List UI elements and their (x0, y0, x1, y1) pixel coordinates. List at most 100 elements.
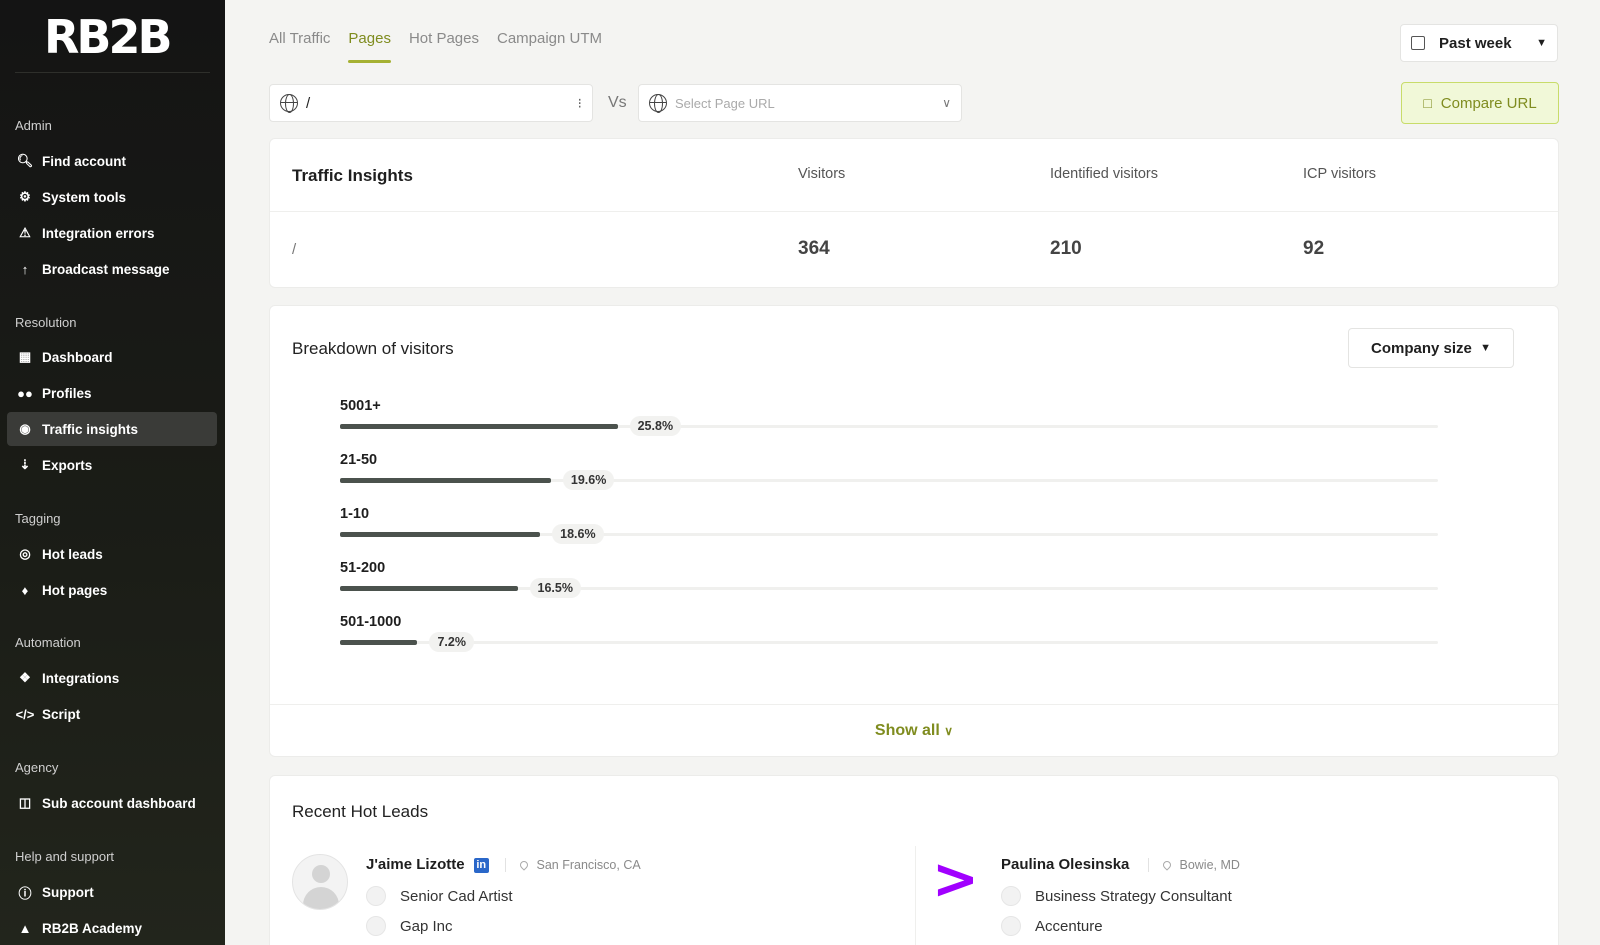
sidebar-item-support[interactable]: ⓘ Support (7, 875, 217, 909)
sidebar-item-integration-errors[interactable]: ⚠ Integration errors (7, 216, 217, 250)
briefcase-icon (366, 886, 386, 906)
tab-all-traffic[interactable]: All Traffic (269, 30, 331, 47)
section-automation: Automation (15, 635, 81, 650)
sidebar-item-label: Broadcast message (42, 261, 170, 277)
avatar-head (312, 865, 330, 883)
building-icon (366, 916, 386, 936)
lead-job-title-text: Business Strategy Consultant (1035, 887, 1232, 905)
globe-icon (280, 94, 298, 113)
sidebar-item-traffic-insights[interactable]: ◉ Traffic insights (7, 412, 217, 446)
chevron-down-icon: ∨ (944, 724, 954, 738)
bar-percent-label: 7.2% (429, 632, 474, 652)
logo-divider (15, 72, 210, 73)
lead-name[interactable]: J'aime Lizotte in (366, 856, 489, 873)
lead-job-title: Senior Cad Artist (366, 886, 513, 906)
code-icon: </> (15, 706, 35, 722)
vs-label: Vs (608, 94, 627, 111)
section-help-and-support: Help and support (15, 849, 115, 864)
tab-campaign-utm[interactable]: Campaign UTM (497, 30, 603, 47)
date-range-value: Past week (1439, 34, 1512, 52)
traffic-insights-title: Traffic Insights (292, 166, 413, 185)
lead-location-text: Bowie, MD (1179, 858, 1240, 872)
sidebar-item-integrations[interactable]: ❖ Integrations (7, 661, 217, 695)
icp-visitors-header: ICP visitors (1303, 166, 1377, 182)
compare-url-button[interactable]: □ Compare URL (1401, 82, 1559, 124)
flame-icon: ♦ (21, 582, 29, 598)
date-range-select[interactable]: Past week ▼ (1400, 24, 1558, 62)
lead-location-text: San Francisco, CA (536, 858, 641, 872)
sidebar-item-profiles[interactable]: ●● Profiles (7, 376, 217, 410)
brand-logo[interactable]: RB2B (44, 10, 173, 64)
text-cursor-icon: ⁝ (577, 94, 582, 111)
section-tagging: Tagging (15, 511, 61, 526)
breakdown-title: Breakdown of visitors (292, 339, 454, 358)
calendar-icon (1411, 36, 1425, 50)
recent-hot-leads-card: Recent Hot Leads J'aime Lizotte in San F… (269, 775, 1559, 945)
building-icon (1001, 916, 1021, 936)
bar-fill (340, 532, 541, 537)
sidebar-item-label: Profiles (42, 385, 92, 401)
sidebar-item-label: Support (42, 884, 94, 900)
bar-label: 21-50 (340, 452, 378, 468)
visitors-header: Visitors (798, 166, 846, 182)
section-admin: Admin (15, 118, 52, 133)
visitors-value: 364 (798, 238, 830, 259)
lead-name[interactable]: Paulina Olesinska (1001, 856, 1129, 873)
section-resolution: Resolution (15, 315, 77, 330)
bar-percent-label: 25.8% (629, 416, 682, 436)
bar-percent-label: 19.6% (562, 470, 615, 490)
compare-url-placeholder: Select Page URL (675, 95, 775, 111)
page-url-input[interactable]: / ⁝ (269, 84, 593, 122)
page-tabs: All Traffic Pages Hot Pages Campaign UTM (269, 30, 602, 63)
tab-hot-pages[interactable]: Hot Pages (408, 30, 479, 47)
bar-fill (340, 640, 418, 645)
show-all-button[interactable]: Show all ∨ (270, 722, 1558, 740)
globe-icon: ◉ (19, 421, 31, 436)
sidebar-item-find-account[interactable]: 🔍︎ Find account (7, 144, 217, 178)
sitemap-icon: ◫ (18, 795, 32, 810)
main-content: All Traffic Pages Hot Pages Campaign UTM… (225, 0, 1600, 945)
sidebar-item-dashboard[interactable]: ▦ Dashboard (7, 340, 217, 374)
hot-leads-title: Recent Hot Leads (292, 802, 429, 821)
sidebar-item-label: Traffic insights (42, 421, 139, 437)
location-pin-icon (518, 859, 530, 871)
sidebar-item-label: Sub account dashboard (42, 795, 196, 811)
sidebar-item-system-tools[interactable]: ⚙ System tools (7, 180, 217, 214)
chevron-down-icon: ▼ (1536, 37, 1547, 49)
help-icon: ⓘ (18, 885, 32, 901)
location-pin-icon (1161, 859, 1173, 871)
sidebar-item-label: Dashboard (42, 349, 113, 365)
avatar[interactable] (292, 854, 348, 910)
tab-pages[interactable]: Pages (348, 30, 391, 63)
sidebar-item-rb2b-academy[interactable]: ▲ RB2B Academy (7, 911, 217, 945)
sidebar-item-script[interactable]: </> Script (7, 697, 217, 731)
compare-url-label: Compare URL (1440, 94, 1537, 112)
bar-fill (340, 478, 551, 483)
sidebar-item-broadcast-message[interactable]: ↑ Broadcast message (7, 252, 217, 286)
sidebar-item-exports[interactable]: ⇣ Exports (7, 448, 217, 482)
bar-track (340, 533, 1438, 536)
sidebar-item-hot-leads[interactable]: ◎ Hot leads (7, 537, 217, 571)
bar-row: 501-1000 7.2% (340, 614, 1438, 652)
compare-url-select[interactable]: Select Page URL ∨ (638, 84, 962, 122)
traffic-insights-card: Traffic Insights Visitors Identified vis… (269, 138, 1559, 288)
bar-fill (340, 424, 618, 429)
bar-percent-label: 16.5% (529, 578, 581, 598)
lead-location: Bowie, MD (1148, 858, 1240, 872)
company-size-select[interactable]: Company size ▼ (1348, 328, 1514, 368)
sidebar-item-sub-account-dashboard[interactable]: ◫ Sub account dashboard (7, 786, 217, 820)
table-divider (270, 211, 1558, 212)
bar-fill (340, 586, 518, 591)
linkedin-icon[interactable]: in (473, 858, 489, 873)
sidebar: RB2B Admin 🔍︎ Find account ⚙ System tool… (0, 0, 225, 945)
lead-column-divider (915, 846, 916, 945)
avatar-body (303, 887, 339, 909)
bar-row: 21-50 19.6% (340, 452, 1438, 490)
sidebar-item-hot-pages[interactable]: ♦ Hot pages (7, 573, 217, 607)
page-url-value: / (306, 94, 311, 112)
target-icon: ◎ (19, 546, 31, 561)
breakdown-card: Breakdown of visitors Company size ▼ 500… (269, 305, 1559, 757)
bar-label: 1-10 (340, 506, 370, 522)
sidebar-item-label: Integration errors (42, 225, 155, 241)
row-page-path: / (292, 241, 297, 258)
